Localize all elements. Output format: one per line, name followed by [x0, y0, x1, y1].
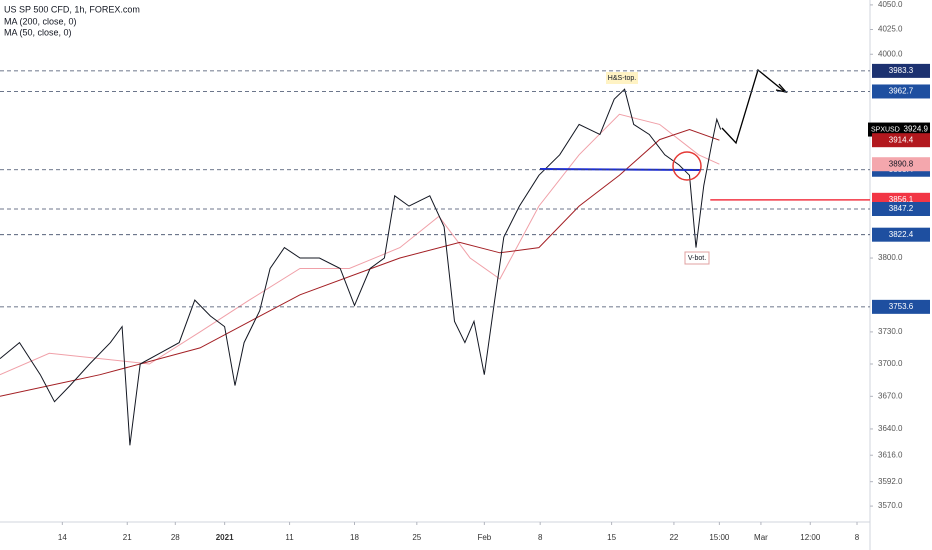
- annotation: V-bot.: [688, 255, 706, 262]
- price-tag: [872, 157, 930, 172]
- x-tick-label: 11: [285, 533, 294, 542]
- price-tag: [872, 84, 930, 99]
- price-tag-label: 3890.8: [889, 159, 914, 168]
- x-tick-label: 14: [58, 533, 67, 542]
- x-tick-label: 8: [855, 533, 860, 542]
- x-tick-label: 12:00: [800, 533, 821, 542]
- x-tick-label: 22: [669, 533, 678, 542]
- chart-title: US SP 500 CFD, 1h, FOREX.com: [4, 4, 140, 14]
- price-tag-name: SPXUSD: [871, 126, 900, 133]
- y-tick-label: 3700.0: [878, 359, 903, 368]
- price-tag-label: 3962.7: [889, 87, 914, 96]
- x-tick-label: 21: [123, 533, 132, 542]
- price-tag: [872, 133, 930, 148]
- y-tick-label: 3640.0: [878, 424, 903, 433]
- x-tick-label: 18: [350, 533, 359, 542]
- price-tag-label: 3753.6: [889, 302, 914, 311]
- x-tick-label: 28: [171, 533, 180, 542]
- price-tag-label: 3924.9: [904, 125, 929, 134]
- price-tag-label: 3983.3: [889, 66, 914, 75]
- y-tick-label: 3570.0: [878, 501, 903, 510]
- price-tag: [872, 201, 930, 216]
- projection-arrow: [721, 68, 786, 145]
- x-tick-label: 2021: [216, 533, 234, 542]
- series-line: [0, 88, 722, 446]
- annotation-box: [684, 251, 710, 265]
- y-tick-label: 3670.0: [878, 391, 903, 400]
- annotation-box: [606, 72, 638, 84]
- y-tick-label: 4050.0: [878, 0, 903, 9]
- x-tick-label: 15:00: [709, 533, 730, 542]
- x-tick-label: Mar: [754, 533, 768, 542]
- arrow-head: [775, 83, 788, 94]
- y-tick-label: 3800.0: [878, 253, 903, 262]
- highlight-circle: [672, 151, 702, 181]
- price-tag-label: 3847.2: [889, 204, 914, 213]
- y-tick-label: 3592.0: [878, 477, 903, 486]
- series-line: [0, 128, 720, 397]
- price-tag: [872, 299, 930, 314]
- x-tick-label: 8: [538, 533, 543, 542]
- x-tick-label: 15: [607, 533, 616, 542]
- price-tag-label: 3914.4: [889, 135, 914, 144]
- price-tag: [872, 227, 930, 242]
- y-tick-label: 3616.0: [878, 450, 903, 459]
- legend-entry: MA (50, close, 0): [4, 27, 72, 37]
- price-tag-label: 3822.4: [889, 230, 914, 239]
- legend-entry: MA (200, close, 0): [4, 16, 77, 26]
- x-tick-label: Feb: [477, 533, 491, 542]
- price-tag: [868, 122, 930, 137]
- price-tag-label: 3856.1: [889, 195, 914, 204]
- y-tick-label: 3730.0: [878, 327, 903, 336]
- y-tick-label: 4025.0: [878, 25, 903, 34]
- plot-area: [0, 88, 722, 446]
- x-tick-label: 25: [412, 533, 421, 542]
- price-tag: [872, 63, 930, 78]
- y-tick-label: 4000.0: [878, 49, 903, 58]
- annotation: H&S-top.: [608, 75, 636, 82]
